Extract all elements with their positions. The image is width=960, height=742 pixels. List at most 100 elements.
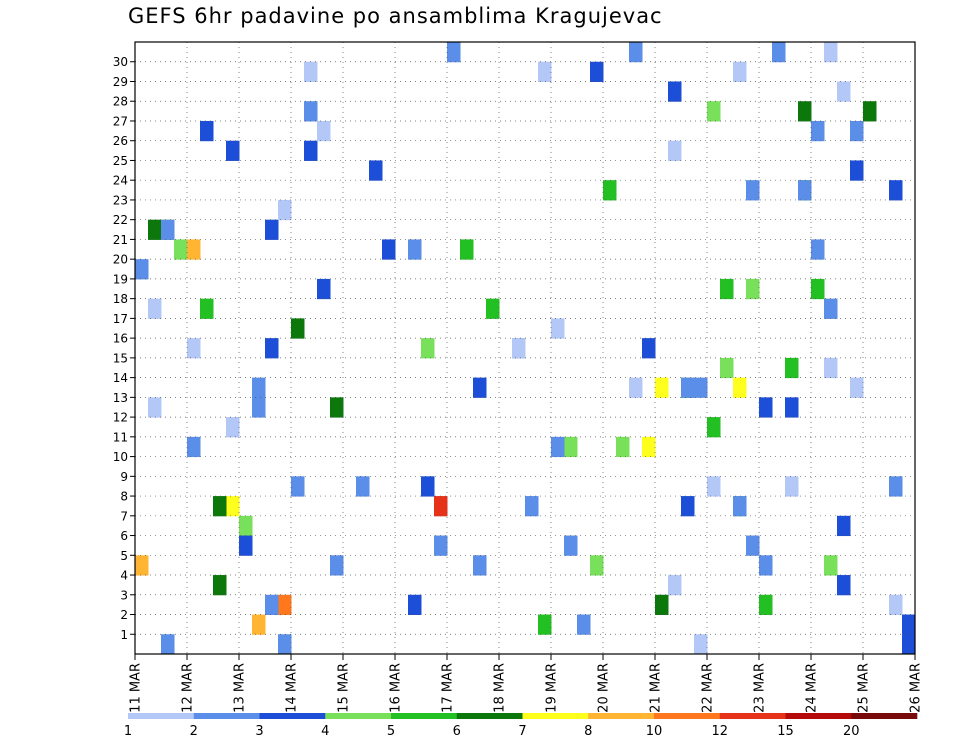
heatmap-cell <box>421 338 435 359</box>
heatmap-cells <box>135 42 916 655</box>
y-tick-label: 21 <box>113 233 128 247</box>
heatmap-cell <box>512 338 526 359</box>
x-tick-label: 19 MAR <box>545 663 560 713</box>
heatmap-cell <box>278 634 292 655</box>
x-tick-label: 22 MAR <box>701 663 716 713</box>
heatmap-cell <box>278 594 292 616</box>
heatmap-cell <box>824 42 838 63</box>
legend-label: 20 <box>843 724 860 739</box>
heatmap-cell <box>824 298 838 319</box>
heatmap-cell <box>174 239 188 260</box>
heatmap-cell <box>317 120 331 142</box>
y-tick-label: 19 <box>113 272 128 286</box>
y-tick-label: 7 <box>120 509 128 523</box>
heatmap-cell <box>304 101 318 122</box>
legend-swatch <box>654 713 721 719</box>
y-tick-label: 15 <box>113 351 128 365</box>
heatmap-cell <box>252 377 266 398</box>
heatmap-cell <box>720 278 734 300</box>
y-tick-label: 2 <box>120 608 128 622</box>
heatmap-cell <box>304 61 318 82</box>
heatmap-cell <box>278 199 292 221</box>
heatmap-cell <box>161 219 175 240</box>
heatmap-cell <box>733 61 747 82</box>
legend-label: 5 <box>387 724 395 739</box>
heatmap-cell <box>811 278 825 300</box>
heatmap-cell <box>668 140 682 161</box>
heatmap-cell <box>759 397 773 418</box>
heatmap-cell <box>213 496 227 517</box>
heatmap-cell <box>135 555 149 576</box>
legend-label: 4 <box>321 724 329 739</box>
y-tick-label: 23 <box>113 193 128 207</box>
heatmap-cell <box>655 377 669 398</box>
heatmap-cell <box>785 476 799 497</box>
heatmap-cell <box>785 397 799 418</box>
x-tick-label: 18 MAR <box>493 663 508 713</box>
legend-label: 1 <box>124 724 132 739</box>
x-tick-label: 13 MAR <box>233 663 248 713</box>
heatmap-cell <box>551 318 565 339</box>
heatmap-cell <box>824 555 838 576</box>
color-legend: 1 2 3 4 5 6 7 8 10 12 15 20 <box>124 713 918 739</box>
legend-swatch <box>588 713 655 719</box>
y-tick-label: 10 <box>113 450 128 464</box>
y-tick-label: 14 <box>113 371 128 385</box>
heatmap-cell <box>668 575 682 596</box>
heatmap-cell <box>616 436 630 458</box>
legend-label: 2 <box>190 724 198 739</box>
heatmap-cell <box>694 634 708 655</box>
heatmap-cell <box>707 101 721 122</box>
heatmap-cell <box>447 42 461 63</box>
heatmap-cell <box>382 239 396 260</box>
heatmap-cell <box>161 634 175 655</box>
heatmap-cell <box>538 61 552 82</box>
heatmap-cell <box>655 594 669 616</box>
heatmap-cell <box>577 614 591 635</box>
legend-label: 7 <box>518 724 526 739</box>
heatmap-cell <box>590 555 604 576</box>
heatmap-cell <box>148 298 162 319</box>
heatmap-cell <box>759 555 773 576</box>
chart-title: GEFS 6hr padavine po ansamblima Kragujev… <box>128 4 663 28</box>
heatmap-cell <box>408 239 422 260</box>
legend-swatch <box>259 713 326 719</box>
x-tick-label: 23 MAR <box>753 663 768 713</box>
y-tick-label: 11 <box>113 430 128 444</box>
heatmap-cell <box>369 160 383 181</box>
heatmap-cell <box>330 397 344 418</box>
legend-label: 10 <box>646 724 663 739</box>
heatmap-cell <box>668 81 682 102</box>
legend-swatch <box>391 713 458 719</box>
heatmap-cell <box>798 101 812 122</box>
heatmap-cell <box>746 180 760 201</box>
heatmap-cell <box>733 496 747 517</box>
heatmap-cell <box>889 476 903 497</box>
heatmap-cell <box>473 555 487 576</box>
heatmap-cell <box>733 377 747 398</box>
heatmap-cell <box>902 634 916 655</box>
x-tick-label: 24 MAR <box>805 663 820 713</box>
y-tick-label: 29 <box>113 75 128 89</box>
x-tick-label: 26 MAR <box>909 663 924 713</box>
heatmap-cell <box>291 318 305 339</box>
x-tick-label: 25 MAR <box>857 663 872 713</box>
heatmap-cell <box>213 575 227 596</box>
heatmap-cell <box>902 614 916 635</box>
heatmap-cell <box>889 594 903 616</box>
y-axis-ticks: 1234567891011121314151617181920212223242… <box>113 55 135 642</box>
y-tick-label: 26 <box>113 134 128 148</box>
heatmap-cell <box>811 120 825 142</box>
heatmap-cell <box>772 42 786 63</box>
heatmap-cell <box>850 120 864 142</box>
heatmap-cell <box>226 140 240 161</box>
y-tick-label: 16 <box>113 332 128 346</box>
heatmap-cell <box>538 614 552 635</box>
heatmap-cell <box>564 436 578 458</box>
legend-swatch <box>719 713 786 719</box>
heatmap-cell <box>759 594 773 616</box>
heatmap-cell <box>824 357 838 379</box>
heatmap-cell <box>746 278 760 300</box>
legend-swatch <box>325 713 392 719</box>
heatmap-cell <box>707 476 721 497</box>
